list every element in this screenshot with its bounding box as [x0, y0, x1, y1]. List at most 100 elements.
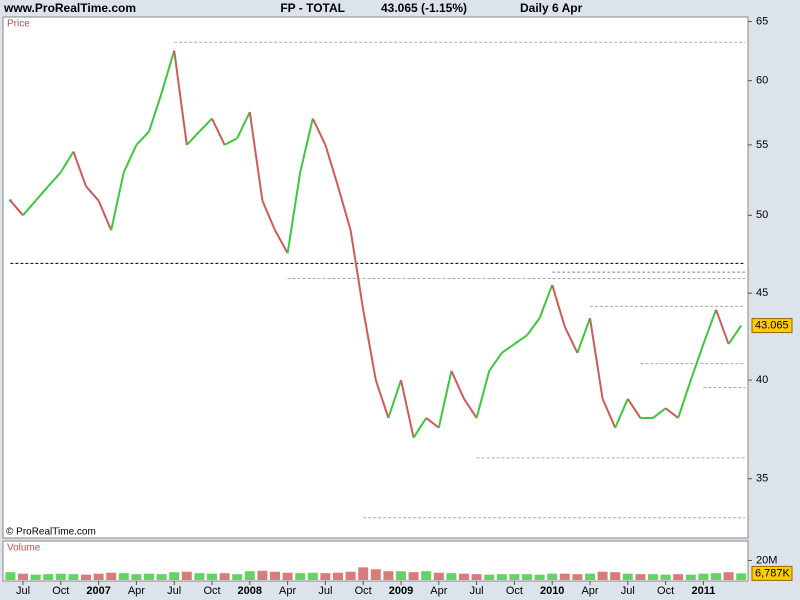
price-segment — [337, 186, 352, 231]
volume-bar — [93, 573, 104, 580]
x-tick-label: 2008 — [238, 585, 262, 597]
price-segment — [374, 379, 390, 419]
volume-bar — [30, 574, 41, 580]
price-segment — [488, 352, 503, 372]
volume-bar — [244, 571, 255, 580]
volume-bar — [648, 574, 658, 580]
x-tick-label: Oct — [355, 585, 372, 597]
volume-bar — [547, 573, 558, 580]
volume-label: Volume — [7, 543, 41, 554]
site: www.ProRealTime.com — [3, 1, 136, 15]
volume-bar — [181, 571, 192, 580]
last-price-box — [751, 318, 793, 334]
volume-bar — [723, 572, 734, 580]
volume-bar — [55, 573, 66, 580]
x-tick-label: 2010 — [540, 585, 564, 597]
x-tick-label: Jul — [167, 585, 181, 597]
volume-tick-label: 20M — [756, 554, 777, 566]
price-segment — [122, 144, 138, 173]
price-segment — [349, 230, 365, 310]
x-tick-label: Apr — [128, 585, 145, 597]
price-segment — [526, 317, 541, 336]
x-tick-label: Oct — [203, 585, 220, 597]
volume-bar — [219, 573, 230, 580]
price-segment — [677, 379, 692, 419]
volume-bar — [295, 573, 306, 580]
price-segment — [173, 50, 188, 146]
volume-bar — [118, 573, 129, 580]
volume-bar — [471, 574, 482, 580]
volume-bar — [559, 573, 570, 580]
volume-bar — [345, 571, 356, 580]
price-segment — [702, 309, 717, 345]
x-tick-label: Apr — [430, 585, 447, 597]
volume-bar — [370, 569, 381, 580]
price-segment — [274, 229, 289, 254]
price-segment — [248, 111, 264, 201]
volume-bar — [358, 567, 369, 580]
period: Daily 6 Apr — [520, 1, 583, 15]
price-segment — [198, 117, 213, 133]
price-segment — [47, 171, 62, 187]
price-segment — [135, 130, 150, 146]
price-segment — [601, 398, 617, 429]
price-segment — [72, 151, 87, 187]
price-segment — [387, 379, 402, 419]
price-segment — [362, 309, 377, 381]
price-segment — [551, 284, 566, 327]
price-segment — [160, 50, 176, 94]
x-tick-label: Jul — [621, 585, 635, 597]
price-segment — [450, 370, 465, 400]
volume-bar — [673, 574, 684, 580]
price-segment — [626, 398, 642, 419]
price-segment — [299, 118, 314, 173]
volume-bar — [282, 572, 293, 580]
volume-bar — [459, 573, 469, 580]
y-tick-label: 35 — [756, 473, 768, 485]
price-segment — [538, 284, 554, 319]
price-segment — [475, 370, 491, 419]
volume-bar — [597, 571, 608, 580]
price-segment — [97, 200, 113, 231]
volume-bar — [43, 574, 54, 580]
price-segment — [261, 200, 276, 231]
volume-bar — [106, 572, 117, 580]
price-segment — [425, 417, 440, 429]
price-segment — [400, 379, 415, 438]
x-tick-label: Apr — [279, 585, 296, 597]
volume-bar — [635, 574, 646, 580]
price-segment — [324, 144, 339, 187]
volume-bar — [333, 572, 343, 580]
volume-bar — [522, 574, 532, 580]
volume-bar — [383, 571, 394, 580]
price-segment — [110, 172, 125, 231]
last-price-label: 43.065 — [755, 319, 789, 331]
price-segment — [715, 309, 730, 345]
volume-bar — [622, 573, 633, 580]
price-segment — [59, 151, 75, 173]
y-tick-label: 65 — [756, 15, 768, 27]
price-segment — [186, 130, 201, 146]
price-segment — [286, 172, 302, 254]
volume-last-box — [751, 565, 793, 581]
y-tick-label: 45 — [756, 287, 768, 299]
x-tick-label: 2011 — [691, 585, 715, 597]
price-segment — [224, 137, 238, 146]
x-tick-label: Apr — [581, 585, 598, 597]
volume-bar — [496, 574, 507, 580]
quote: 43.065 (-1.15%) — [381, 1, 467, 15]
volume-bar — [433, 572, 444, 580]
volume-bar — [232, 574, 243, 580]
price-segment — [664, 407, 679, 419]
volume-bar — [320, 573, 331, 580]
x-tick-label: 2007 — [86, 585, 110, 597]
price-segment — [563, 326, 579, 354]
volume-bar — [446, 573, 457, 580]
x-tick-label: Jul — [318, 585, 332, 597]
price-segment — [22, 200, 37, 216]
copyright: © ProRealTime.com — [6, 527, 96, 538]
price-segment — [513, 334, 528, 345]
volume-bar — [270, 571, 280, 580]
volume-bar — [711, 573, 721, 580]
price-segment — [211, 118, 226, 146]
